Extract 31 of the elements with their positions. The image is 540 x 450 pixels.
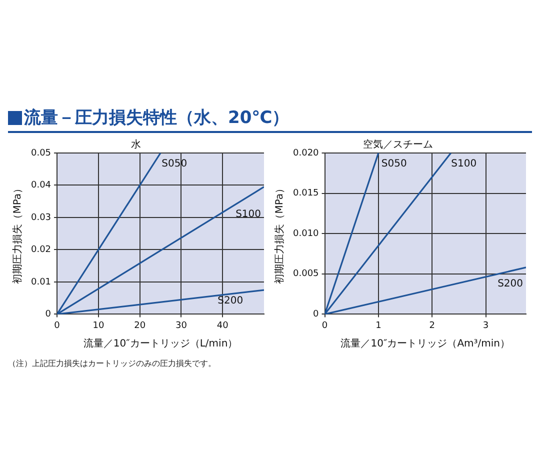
y-tick-label: 0.010 bbox=[293, 228, 320, 239]
text: （注）上記圧力損失はカートリッジのみの圧力損失です。 bbox=[8, 358, 217, 369]
y-tick-label: 0 bbox=[313, 310, 320, 320]
x-axis-title: 流量／10″カートリッジ（Am³/min） bbox=[340, 338, 510, 350]
chart-title: 空気／スチーム bbox=[363, 138, 433, 151]
y-tick-label: 0.02 bbox=[30, 245, 52, 256]
y-tick-label: 0.005 bbox=[293, 269, 319, 280]
x-tick-label: 0 bbox=[322, 320, 328, 331]
x-tick-label: 40 bbox=[216, 320, 229, 331]
y-tick-label: 0.04 bbox=[30, 180, 52, 191]
chart-title: 流量－圧力損失特性（水、20℃） bbox=[24, 107, 290, 129]
x-tick-label: 10 bbox=[92, 320, 104, 331]
series-label: S100 bbox=[451, 158, 477, 170]
chart-subtitle: 水 bbox=[131, 138, 141, 151]
x-tick-label: 20 bbox=[134, 320, 146, 331]
x-tick-label: 30 bbox=[175, 320, 188, 331]
y-tick-label: 0.015 bbox=[293, 188, 319, 199]
y-tick-label: 0.03 bbox=[30, 212, 52, 223]
x-axis-title: 流量／10″カートリッジ（L/min） bbox=[83, 338, 238, 350]
x-tick-label: 3 bbox=[482, 320, 489, 331]
y-tick-label: 0 bbox=[45, 310, 52, 320]
x-tick-label: 0 bbox=[54, 320, 60, 331]
y-tick-label: 0.05 bbox=[30, 148, 52, 158]
y-tick-label: 0.01 bbox=[30, 277, 52, 288]
x-tick-label: 1 bbox=[376, 320, 382, 331]
y-tick-label: 0.020 bbox=[293, 148, 320, 158]
series-label: S050 bbox=[381, 158, 407, 170]
y-axis-title: 初期圧力損失（MPa） bbox=[274, 183, 286, 284]
series-label: S200 bbox=[498, 278, 524, 290]
x-tick-label: 2 bbox=[429, 320, 435, 331]
y-axis-title: 初期圧力損失（MPa） bbox=[12, 183, 24, 284]
